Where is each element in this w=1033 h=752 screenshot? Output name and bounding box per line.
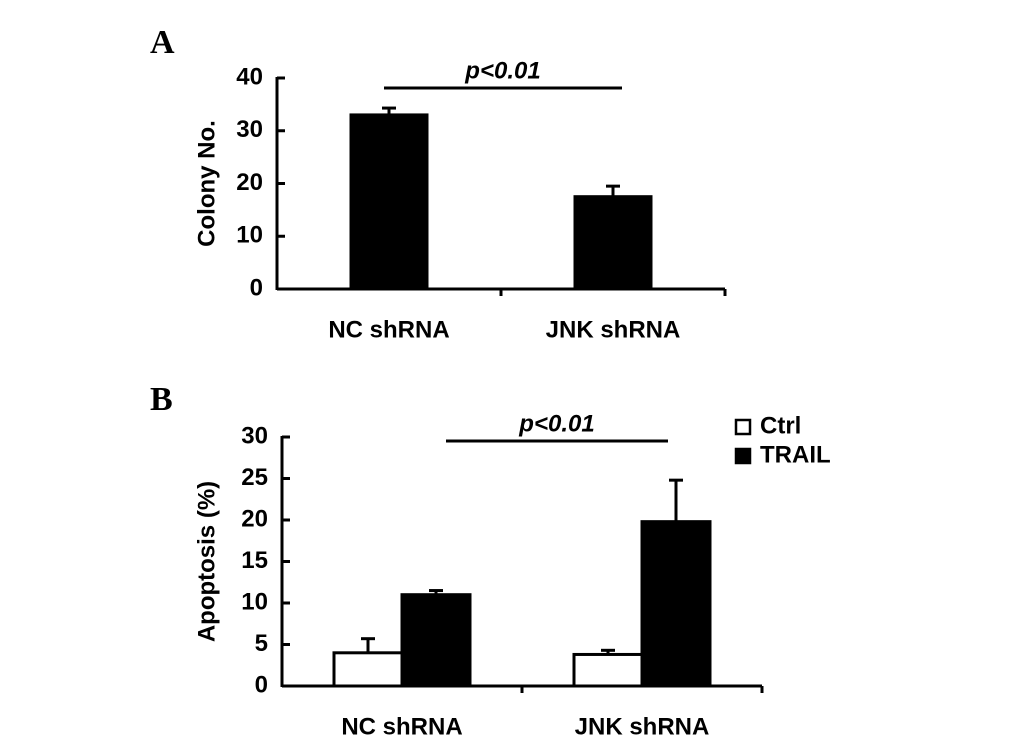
bar (573, 195, 653, 291)
legend-label: TRAIL (760, 441, 831, 468)
bar (640, 520, 712, 688)
legend-swatch (734, 418, 752, 436)
legend-label: Ctrl (760, 412, 801, 439)
bar (572, 652, 644, 688)
y-axis-label: Colony No. (193, 120, 220, 247)
x-tick-label: JNK shRNA (575, 713, 710, 740)
significance-label: p<0.01 (518, 410, 594, 437)
y-tick-label: 20 (241, 505, 268, 532)
panel-label: A (150, 24, 175, 61)
bar (349, 113, 429, 291)
y-tick-label: 0 (255, 671, 268, 698)
y-tick-label: 0 (250, 274, 263, 301)
x-tick-label: JNK shRNA (546, 316, 681, 343)
x-tick-label: NC shRNA (328, 316, 449, 343)
y-tick-label: 20 (236, 169, 263, 196)
y-tick-label: 30 (241, 422, 268, 449)
panel-label: B (150, 381, 173, 418)
significance-label: p<0.01 (464, 57, 540, 84)
x-tick-label: NC shRNA (341, 713, 462, 740)
bar (332, 651, 404, 688)
y-tick-label: 40 (236, 63, 263, 90)
bar (400, 593, 472, 688)
y-tick-label: 15 (241, 547, 268, 574)
y-tick-label: 30 (236, 116, 263, 143)
y-tick-label: 25 (241, 464, 268, 491)
y-axis-label: Apoptosis (%) (193, 481, 220, 642)
y-tick-label: 10 (241, 588, 268, 615)
y-tick-label: 5 (255, 630, 268, 657)
y-tick-label: 10 (236, 222, 263, 249)
legend-swatch (734, 447, 752, 465)
